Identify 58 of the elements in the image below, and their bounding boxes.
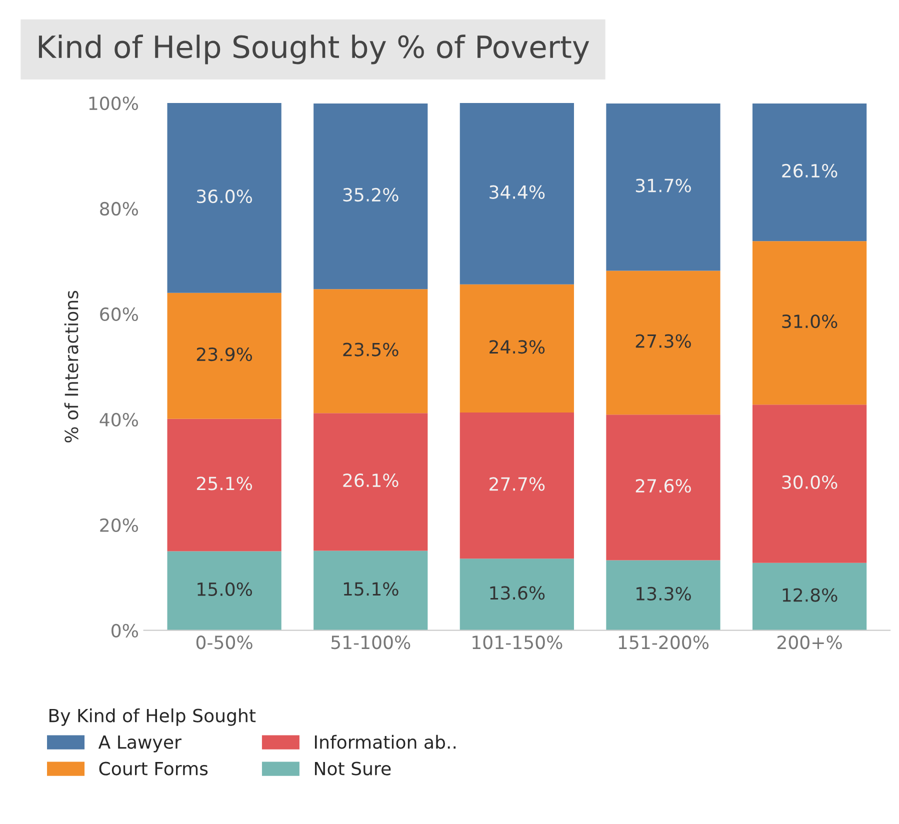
bar <box>460 558 574 630</box>
data-label: 34.4% <box>490 185 545 199</box>
x-tick-label: 51-100% <box>331 636 410 650</box>
bar <box>752 104 867 242</box>
bar <box>752 404 867 563</box>
bar <box>752 241 867 405</box>
bar <box>314 104 428 290</box>
x-tick-label: 0-50% <box>196 636 252 650</box>
y-tick-label: 20% <box>100 518 138 532</box>
bar <box>314 550 428 630</box>
y-tick-label: 80% <box>100 202 138 216</box>
legend-title: By Kind of Help Sought <box>49 708 256 726</box>
data-label: 35.2% <box>343 188 398 202</box>
bar <box>167 551 282 630</box>
data-label: 25.1% <box>196 476 252 490</box>
bar <box>606 104 720 271</box>
x-tick-label: 200+% <box>777 636 842 650</box>
bar <box>167 292 282 419</box>
data-label: 26.1% <box>343 473 398 488</box>
y-tick-label: 40% <box>100 412 138 427</box>
data-label: 27.3% <box>636 334 691 348</box>
data-label: 26.1% <box>782 164 838 178</box>
data-label: 31.0% <box>782 314 838 328</box>
bar <box>460 284 574 413</box>
data-label: 23.5% <box>343 342 398 356</box>
bar <box>314 413 428 551</box>
bar <box>606 270 720 415</box>
bar <box>460 103 574 284</box>
bar <box>314 289 428 414</box>
data-label: 27.6% <box>636 479 691 493</box>
y-tick-label: 60% <box>100 307 138 322</box>
data-label: 12.8% <box>782 588 838 602</box>
bar <box>606 414 720 560</box>
legend-label: A Lawyer <box>98 735 182 752</box>
data-label: 24.3% <box>490 340 545 354</box>
data-label: 15.0% <box>198 582 252 596</box>
data-label: 30.0% <box>782 475 838 489</box>
data-label: 27.7% <box>490 477 545 491</box>
bar <box>167 103 282 293</box>
y-tick-label: 100% <box>89 96 138 110</box>
data-label: 13.6% <box>490 586 545 600</box>
bar <box>460 412 574 559</box>
y-axis-title: % of Interactions <box>64 290 78 442</box>
data-label: 15.1% <box>344 582 398 596</box>
x-tick-label: 151-200% <box>618 636 709 650</box>
data-label: 31.7% <box>636 178 691 192</box>
bar <box>752 562 867 630</box>
legend-label: Information ab.. <box>314 734 456 749</box>
legend-label: Court Forms <box>99 762 208 776</box>
data-label: 13.3% <box>636 586 691 601</box>
data-label: 23.9% <box>196 347 252 362</box>
legend-label: Not Sure <box>314 762 391 776</box>
chart-title: Kind of Help Sought by % of Poverty <box>38 34 590 64</box>
bar <box>606 560 720 630</box>
y-tick-label: 0% <box>112 624 138 638</box>
bar <box>167 418 282 552</box>
x-tick-label: 101-150% <box>472 636 562 650</box>
data-label: 36.0% <box>197 190 252 204</box>
